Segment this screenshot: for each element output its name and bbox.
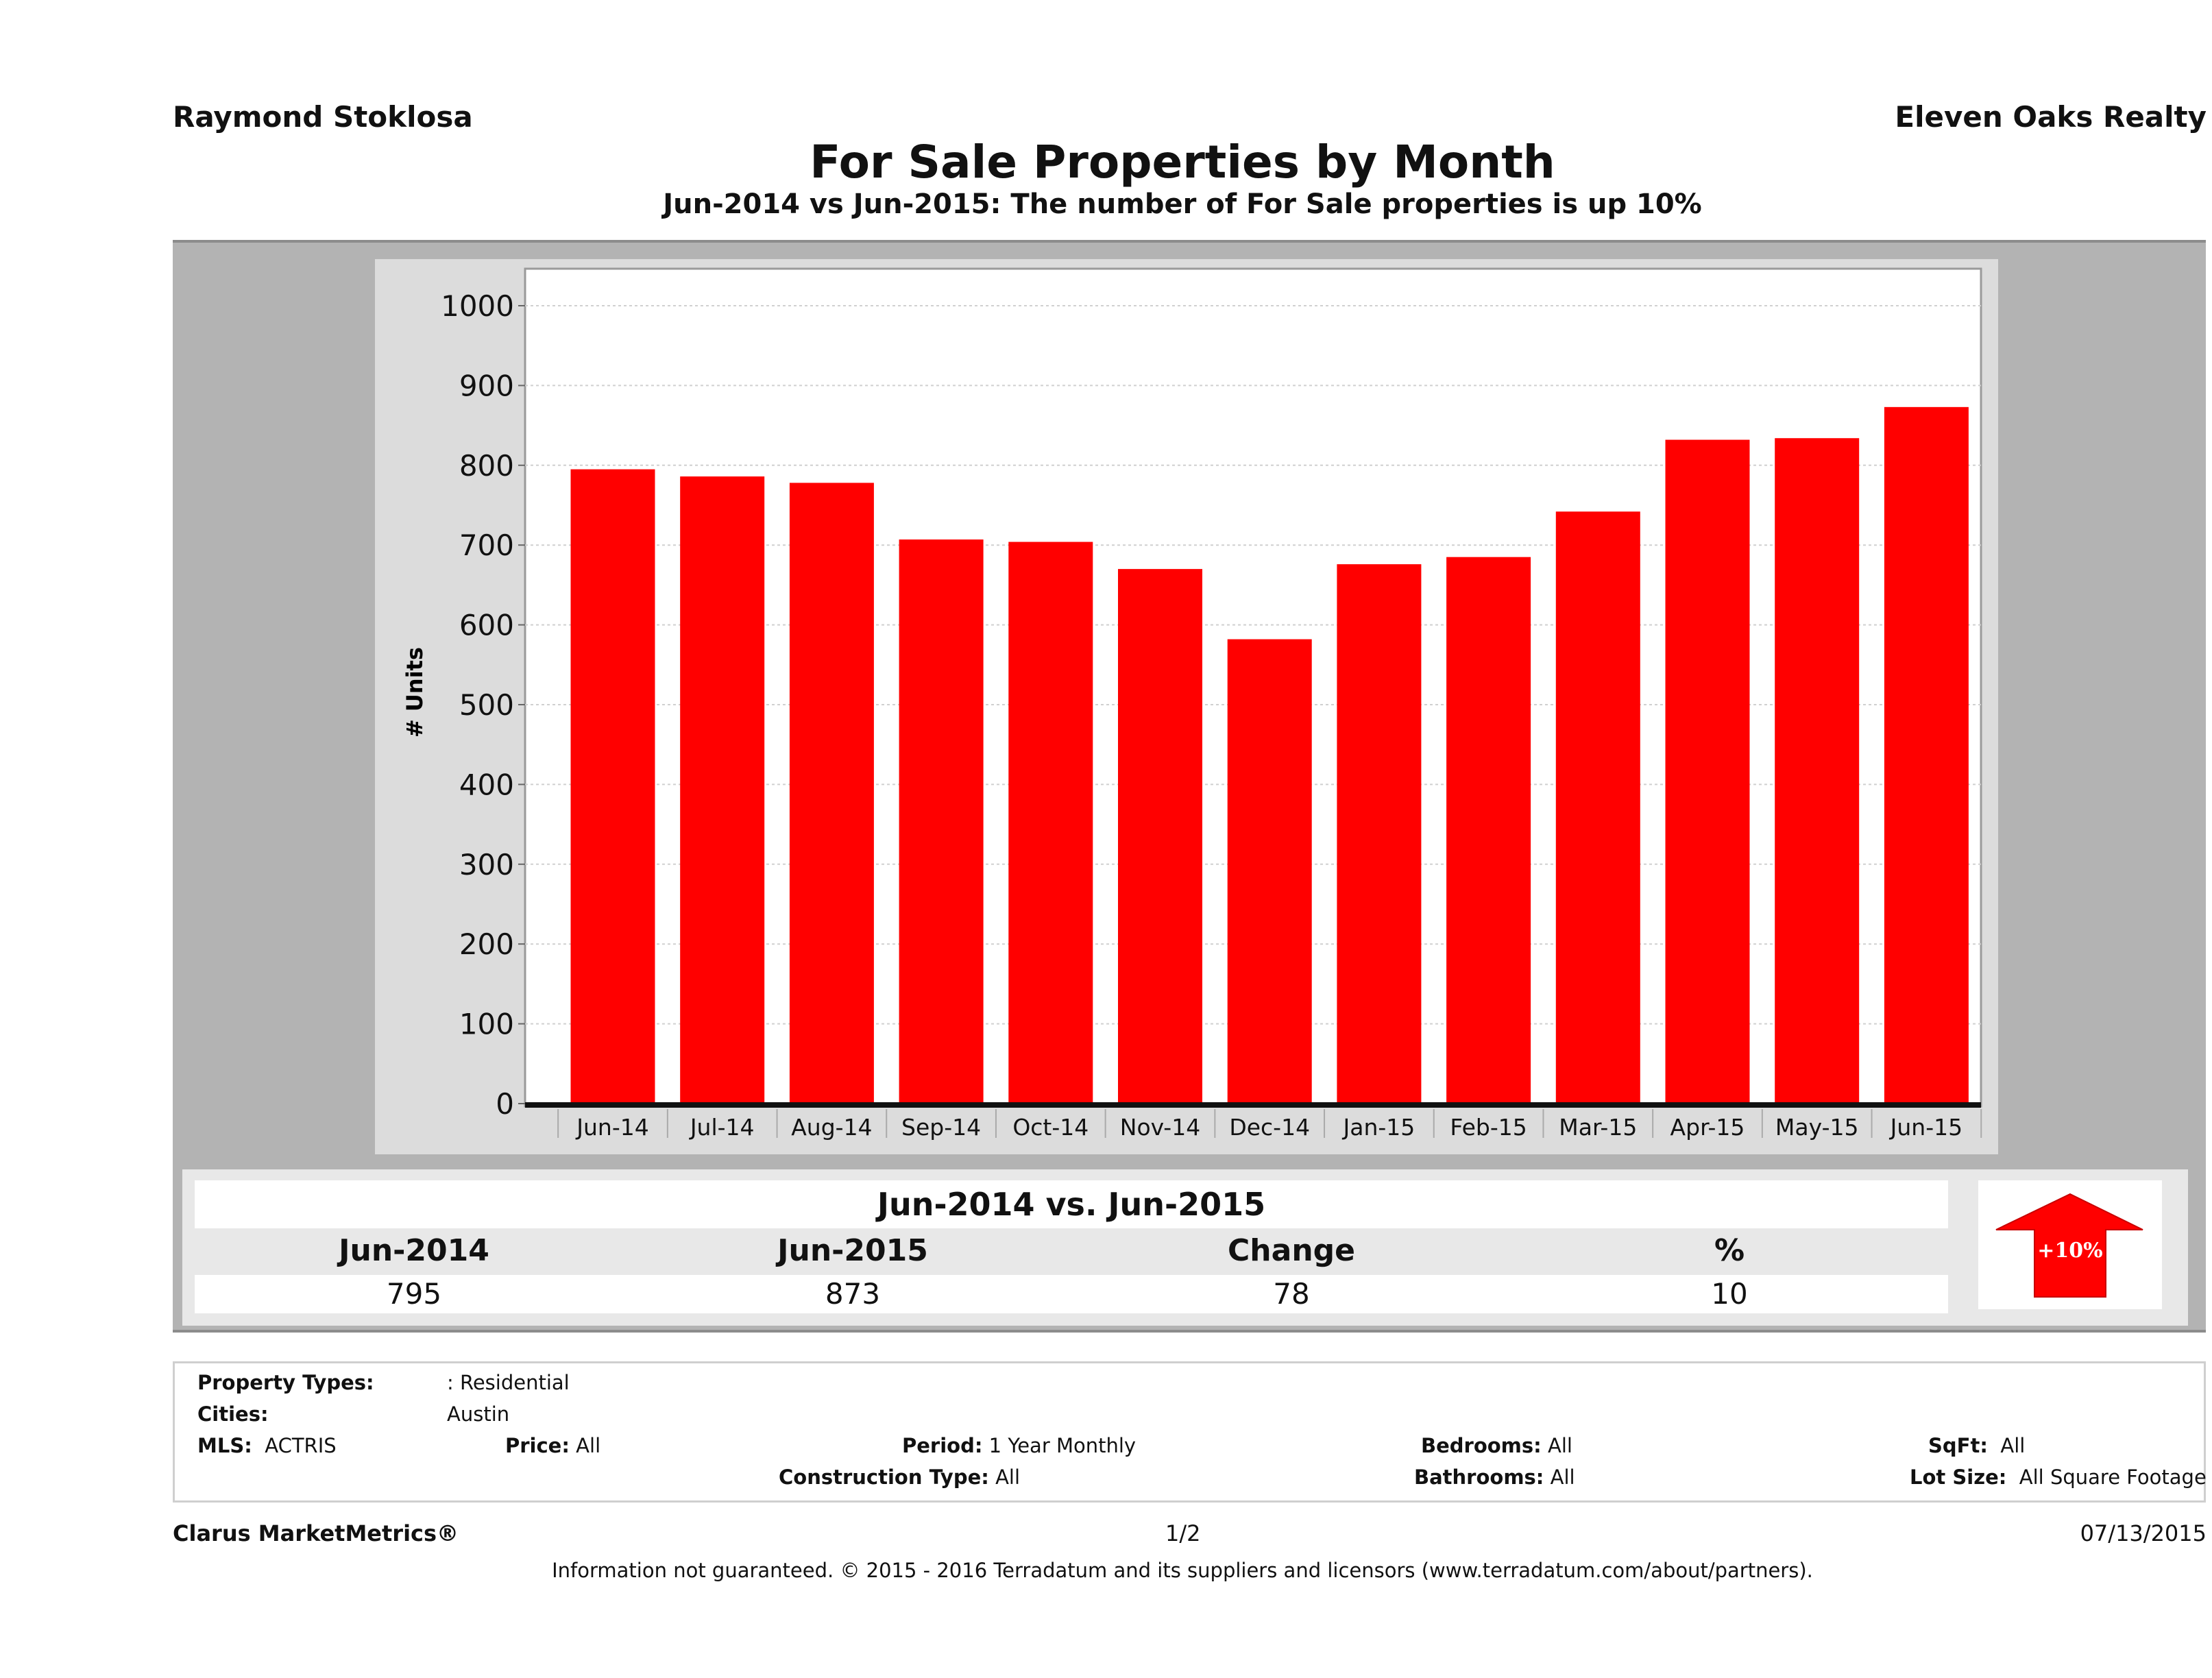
bar-may-15 [1775, 438, 1860, 1104]
summary-val-jun-2014: 795 [386, 1277, 442, 1311]
y-tick-label: 600 [459, 609, 514, 642]
criteria-construction-type: Construction Type: All [779, 1466, 1021, 1489]
bar-oct-14 [1008, 542, 1093, 1104]
criteria-property-types-value: : Residential [447, 1371, 570, 1394]
x-tick-label: Apr-15 [1670, 1114, 1745, 1141]
x-tick-label: Sep-14 [901, 1114, 981, 1141]
disclaimer: Information not guaranteed. © 2015 - 201… [552, 1559, 1813, 1582]
bar-jul-14 [680, 476, 765, 1104]
bar-apr-15 [1665, 439, 1750, 1104]
footer-brand: Clarus MarketMetrics® [173, 1520, 459, 1546]
search-criteria-box [173, 1361, 2206, 1503]
criteria-sqft: SqFt: All [1928, 1434, 2026, 1457]
summary-val-jun-2015: 873 [825, 1277, 881, 1311]
change-badge-label: +10% [2037, 1239, 2102, 1263]
x-tick-label: Oct-14 [1012, 1114, 1089, 1141]
x-tick-label: Aug-14 [791, 1114, 872, 1141]
y-tick-label: 1000 [441, 289, 514, 323]
summary-val-change: 78 [1273, 1277, 1310, 1311]
summary-col-jun-2015: Jun-2015 [777, 1233, 928, 1268]
summary-col-percent: % [1714, 1233, 1745, 1268]
bar-dec-14 [1227, 639, 1312, 1104]
summary-val-percent: 10 [1711, 1277, 1748, 1311]
bar-aug-14 [789, 483, 874, 1104]
change-badge: +10% [1978, 1180, 2162, 1309]
y-tick-label: 900 [459, 369, 514, 402]
summary-heading: Jun-2014 vs. Jun-2015 [195, 1180, 1948, 1228]
criteria-cities-value: Austin [447, 1402, 510, 1426]
criteria-bathrooms: Bathrooms: All [1414, 1466, 1575, 1489]
summary-value-row: 795 873 78 10 [195, 1275, 1948, 1313]
bar-mar-15 [1555, 511, 1640, 1104]
bar-jun-14 [570, 469, 655, 1104]
x-tick-label: Dec-14 [1229, 1114, 1310, 1141]
y-tick-label: 800 [459, 449, 514, 483]
x-tick-label: Jul-14 [689, 1114, 755, 1141]
report-date: 07/13/2015 [2080, 1520, 2207, 1546]
criteria-mls: MLS: ACTRIS [197, 1434, 337, 1457]
y-tick-label: 500 [459, 688, 514, 722]
bar-jan-15 [1337, 564, 1422, 1104]
page-number: 1/2 [1165, 1520, 1201, 1546]
bar-sep-14 [899, 539, 984, 1104]
criteria-period: Period: 1 Year Monthly [902, 1434, 1137, 1457]
bar-feb-15 [1446, 557, 1531, 1104]
x-tick-label: Mar-15 [1559, 1114, 1637, 1141]
y-tick-label: 200 [459, 927, 514, 961]
criteria-bedrooms: Bedrooms: All [1421, 1434, 1572, 1457]
x-tick-label: Feb-15 [1450, 1114, 1527, 1141]
bar-nov-14 [1118, 569, 1202, 1104]
criteria-lot-size: Lot Size: All Square Footage [1910, 1466, 2207, 1489]
brokerage-name: Eleven Oaks Realty [1895, 100, 2207, 134]
chart-title: For Sale Properties by Month [810, 136, 1555, 189]
x-tick-label: Jun-14 [575, 1114, 648, 1141]
up-arrow-icon: +10% [1995, 1193, 2143, 1298]
y-axis-label: # Units [402, 647, 428, 738]
x-tick-label: May-15 [1775, 1114, 1859, 1141]
y-tick-label: 300 [459, 848, 514, 881]
x-tick-label: Jun-15 [1889, 1114, 1962, 1141]
summary-col-change: Change [1228, 1233, 1355, 1268]
y-tick-label: 400 [459, 768, 514, 801]
x-tick-label: Jan-15 [1342, 1114, 1415, 1141]
criteria-cities: Cities: [197, 1402, 269, 1426]
y-tick-label: 0 [496, 1087, 514, 1121]
criteria-price: Price: All [505, 1434, 601, 1457]
summary-col-jun-2014: Jun-2014 [339, 1233, 489, 1268]
agent-name: Raymond Stoklosa [173, 100, 473, 134]
criteria-property-types: Property Types: [197, 1371, 374, 1394]
x-tick-label: Nov-14 [1120, 1114, 1200, 1141]
chart-subtitle: Jun-2014 vs Jun-2015: The number of For … [663, 189, 1702, 220]
summary-header-row: Jun-2014 Jun-2015 Change % [195, 1228, 1948, 1274]
y-tick-label: 700 [459, 528, 514, 562]
bar-jun-15 [1884, 406, 1969, 1104]
bar-chart: 0 100 200 300 400 500 600 700 800 900 1000 Jun-14 J… [402, 267, 1982, 1141]
y-tick-label: 100 [459, 1008, 514, 1041]
